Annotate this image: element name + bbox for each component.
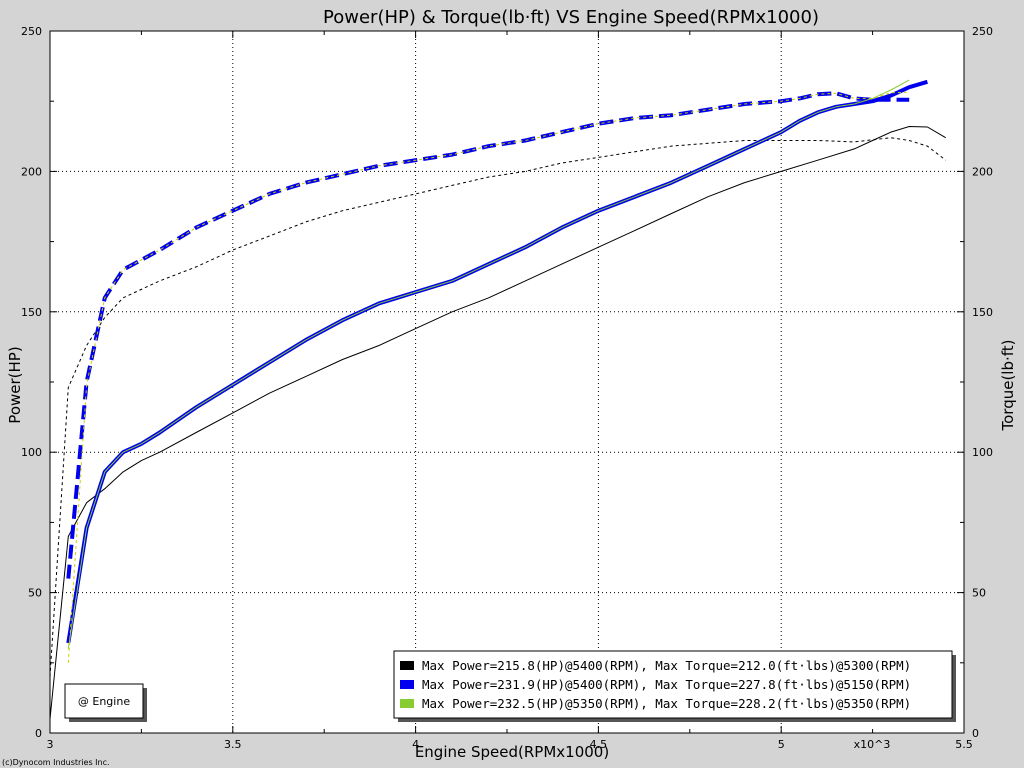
x-tick-label: 5.5 bbox=[955, 738, 973, 751]
copyright-text: (c)Dynocom Industries Inc. bbox=[2, 758, 110, 767]
y-tick-label-right: 0 bbox=[972, 727, 979, 740]
legend-swatch-1 bbox=[400, 661, 414, 670]
legend-swatch-3 bbox=[400, 699, 414, 708]
engine-annotation-text: @ Engine bbox=[78, 695, 130, 708]
grid bbox=[50, 31, 964, 733]
x-tick-label: 3 bbox=[47, 738, 54, 751]
x-axis-label: Engine Speed(RPMx1000) bbox=[415, 743, 609, 761]
legend-entry-1: Max Power=215.8(HP)@5400(RPM), Max Torqu… bbox=[422, 658, 911, 673]
y-tick-label-left: 50 bbox=[28, 587, 42, 600]
y-tick-label-right: 200 bbox=[972, 165, 993, 178]
series-line-6 bbox=[67, 91, 910, 663]
y-axis-label-right: Torque(lb·ft) bbox=[999, 339, 1017, 431]
x-tick-label: 3.5 bbox=[224, 738, 242, 751]
series-line-2 bbox=[49, 137, 947, 677]
y-tick-label-left: 150 bbox=[21, 306, 42, 319]
y-tick-label-left: 200 bbox=[21, 165, 42, 178]
series-line-1 bbox=[49, 126, 946, 720]
plot-area bbox=[49, 30, 965, 734]
x-axis-multiplier: x10^3 bbox=[854, 738, 891, 751]
y-tick-label-right: 50 bbox=[972, 587, 986, 600]
y-tick-label-right: 250 bbox=[972, 25, 993, 38]
y-tick-label-left: 100 bbox=[21, 446, 42, 459]
legend-swatch-2 bbox=[400, 680, 414, 689]
legend-entry-2: Max Power=231.9(HP)@5400(RPM), Max Torqu… bbox=[422, 677, 911, 692]
x-tick-label: 5 bbox=[778, 738, 785, 751]
y-tick-label-left: 250 bbox=[21, 25, 42, 38]
legend: Max Power=215.8(HP)@5400(RPM), Max Torqu… bbox=[393, 650, 956, 722]
x-tick-label: 4 bbox=[412, 738, 419, 751]
legend-entry-3: Max Power=232.5(HP)@5350(RPM), Max Torqu… bbox=[422, 696, 911, 711]
y-axis-label-left: Power(HP) bbox=[6, 346, 24, 423]
series-line-5 bbox=[67, 79, 910, 649]
x-tick-label: 4.5 bbox=[590, 738, 608, 751]
y-tick-label-right: 100 bbox=[972, 446, 993, 459]
chart-title: Power(HP) & Torque(lb·ft) VS Engine Spee… bbox=[323, 7, 819, 28]
engine-annotation-box: @ Engine bbox=[64, 683, 147, 722]
series-layer bbox=[49, 79, 947, 720]
y-tick-label-left: 0 bbox=[35, 727, 42, 740]
y-tick-label-right: 150 bbox=[972, 306, 993, 319]
